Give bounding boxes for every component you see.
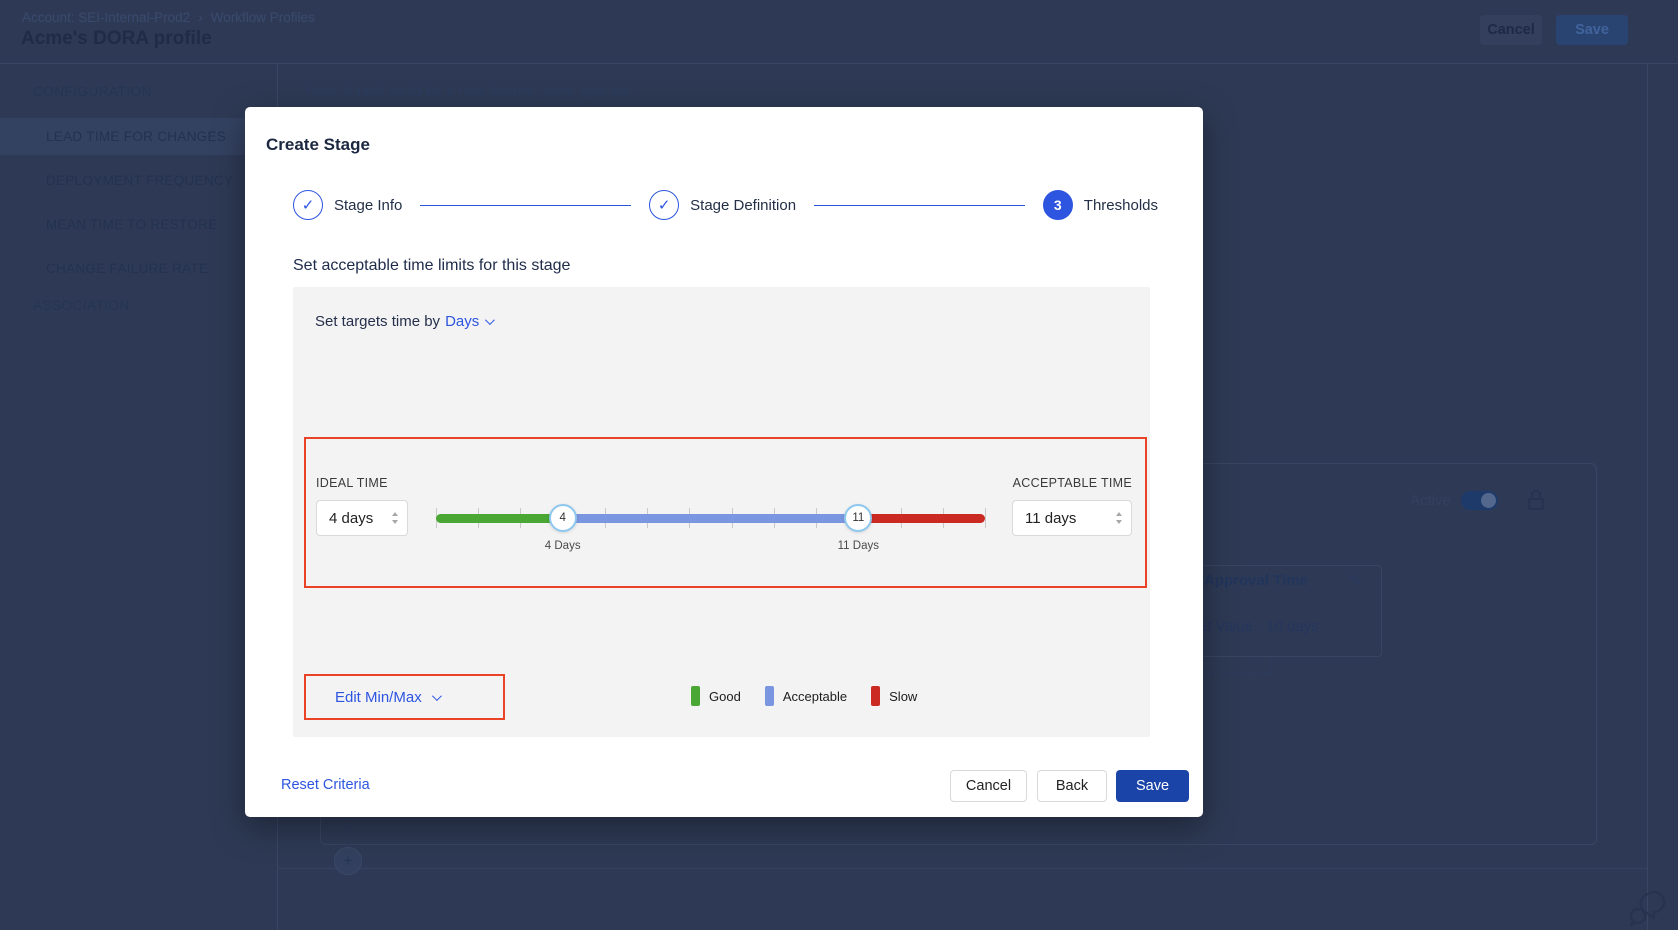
breadcrumb-separator-icon: › xyxy=(198,9,203,25)
slider-segment-acceptable xyxy=(562,514,859,523)
modal-save-button[interactable]: Save xyxy=(1116,770,1189,802)
slider-handle-max[interactable]: 11 xyxy=(844,504,873,532)
connector-dashed-horizontal xyxy=(1203,673,1271,674)
sidebar-item-mean-time-to-restore[interactable]: MEAN TIME TO RESTORE xyxy=(46,217,218,232)
task-note-text: Note: A task could be a new feature, sto… xyxy=(306,84,635,100)
active-label: Active xyxy=(1410,491,1451,509)
set-targets-row: Set targets time by Days xyxy=(315,313,496,330)
legend-item: Good xyxy=(691,686,741,706)
active-toggle[interactable] xyxy=(1460,490,1498,510)
stepper: ✓ Stage Info ✓ Stage Definition 3 Thresh… xyxy=(293,190,1158,220)
modal-cancel-button[interactable]: Cancel xyxy=(950,770,1027,802)
slider-segment-slow xyxy=(858,514,985,523)
step-stage-info-circle[interactable]: ✓ xyxy=(293,190,323,220)
add-stage-connector-dashed xyxy=(348,818,349,847)
acceptable-time-input[interactable]: 11 days xyxy=(1012,500,1132,536)
active-toggle-row: Active xyxy=(1410,490,1544,510)
create-stage-modal: Create Stage ✓ Stage Info ✓ Stage Defini… xyxy=(245,107,1203,817)
stepper-arrows[interactable] xyxy=(1116,501,1122,535)
connector-dashed-vertical xyxy=(1271,657,1272,674)
edit-minmax-annotation-box: Edit Min/Max xyxy=(304,674,505,720)
legend-item: Acceptable xyxy=(764,686,848,706)
slider-tick xyxy=(985,508,986,528)
slider-handle-min[interactable]: 4 xyxy=(548,504,577,532)
stepper-connector xyxy=(420,204,632,206)
legend-swatch-good xyxy=(691,686,700,706)
sidebar-item-lead-time-for-changes[interactable]: LEAD TIME FOR CHANGES xyxy=(0,118,277,155)
slider-caption-min: 4 Days xyxy=(544,540,581,552)
decrement-icon[interactable] xyxy=(1116,520,1122,524)
check-icon: ✓ xyxy=(657,197,671,214)
slider-annotation-box xyxy=(304,437,1147,588)
step-stage-info-label: Stage Info xyxy=(334,196,403,214)
legend-item: Slow xyxy=(871,686,917,706)
threshold-slider: 4 11 4 Days 11 Days xyxy=(436,504,986,560)
step-thresholds-label: Thresholds xyxy=(1083,196,1158,214)
breadcrumb-workflow-profiles-link[interactable]: Workflow Profiles xyxy=(210,9,315,25)
add-stage-button[interactable]: + xyxy=(334,847,362,875)
decrement-icon[interactable] xyxy=(392,520,398,524)
chat-bubbles-icon[interactable] xyxy=(1628,890,1670,926)
step-thresholds-circle[interactable]: 3 xyxy=(1042,190,1073,220)
stepper-connector xyxy=(814,204,1025,206)
header-divider xyxy=(0,63,1678,64)
reset-criteria-link[interactable]: Reset Criteria xyxy=(281,777,370,793)
modal-back-button[interactable]: Back xyxy=(1037,770,1107,802)
set-targets-label: Set targets time by xyxy=(315,313,441,330)
legend-label: Good xyxy=(709,688,741,704)
thresholds-panel: Set targets time by Days IDEAL TIME 4 da… xyxy=(293,287,1150,737)
slider-segment-good xyxy=(436,514,563,523)
legend-label: Slow xyxy=(889,688,918,704)
breadcrumb-account-link[interactable]: Account: SEI-Internal-Prod2 xyxy=(22,9,191,25)
step-stage-definition-circle[interactable]: ✓ xyxy=(649,190,680,220)
slider-caption-max: 11 Days xyxy=(837,540,879,552)
header-cancel-button[interactable]: Cancel xyxy=(1480,15,1542,45)
header-save-button[interactable]: Save xyxy=(1556,15,1628,45)
edit-pencil-icon[interactable]: ✎ xyxy=(1348,572,1362,589)
step-stage-definition-label: Stage Definition xyxy=(690,196,797,214)
chevron-down-icon xyxy=(431,690,442,701)
edit-minmax-button[interactable]: Edit Min/Max xyxy=(335,689,442,706)
approval-time-title: Approval Time xyxy=(1204,572,1308,589)
legend-label: Acceptable xyxy=(782,688,848,704)
page-title: Acme's DORA profile xyxy=(21,28,212,49)
right-panel-divider xyxy=(1647,63,1648,930)
sidebar-section-association[interactable]: ASSOCIATION xyxy=(33,298,130,313)
lock-icon[interactable] xyxy=(1527,490,1544,510)
increment-icon[interactable] xyxy=(392,512,398,516)
sidebar-item-deployment-frequency[interactable]: DEPLOYMENT FREQUENCY xyxy=(46,173,234,188)
legend-swatch-acceptable xyxy=(764,686,774,706)
chevron-down-icon xyxy=(485,315,496,326)
legend-swatch-slow xyxy=(871,686,881,706)
slider-legend: Good Acceptable Slow xyxy=(691,686,917,706)
increment-icon[interactable] xyxy=(1116,512,1122,516)
acceptable-time-label: ACCEPTABLE TIME xyxy=(1012,476,1132,490)
ideal-time-label: IDEAL TIME xyxy=(316,476,388,490)
approval-time-value: et Value - 10 days xyxy=(1199,618,1319,635)
modal-title: Create Stage xyxy=(266,135,370,154)
check-icon: ✓ xyxy=(301,197,315,214)
sidebar-section-configuration: CONFIGURATION xyxy=(33,84,152,99)
toggle-knob xyxy=(1480,492,1496,508)
time-unit-dropdown[interactable]: Days xyxy=(445,313,496,330)
stepper-arrows[interactable] xyxy=(392,501,398,535)
breadcrumb: Account: SEI-Internal-Prod2 › Workflow P… xyxy=(22,9,315,25)
content-bottom-divider xyxy=(277,868,1647,869)
thresholds-heading: Set acceptable time limits for this stag… xyxy=(293,257,571,274)
ideal-time-input[interactable]: 4 days xyxy=(316,500,408,536)
sidebar-item-change-failure-rate[interactable]: CHANGE FAILURE RATE xyxy=(46,261,209,276)
